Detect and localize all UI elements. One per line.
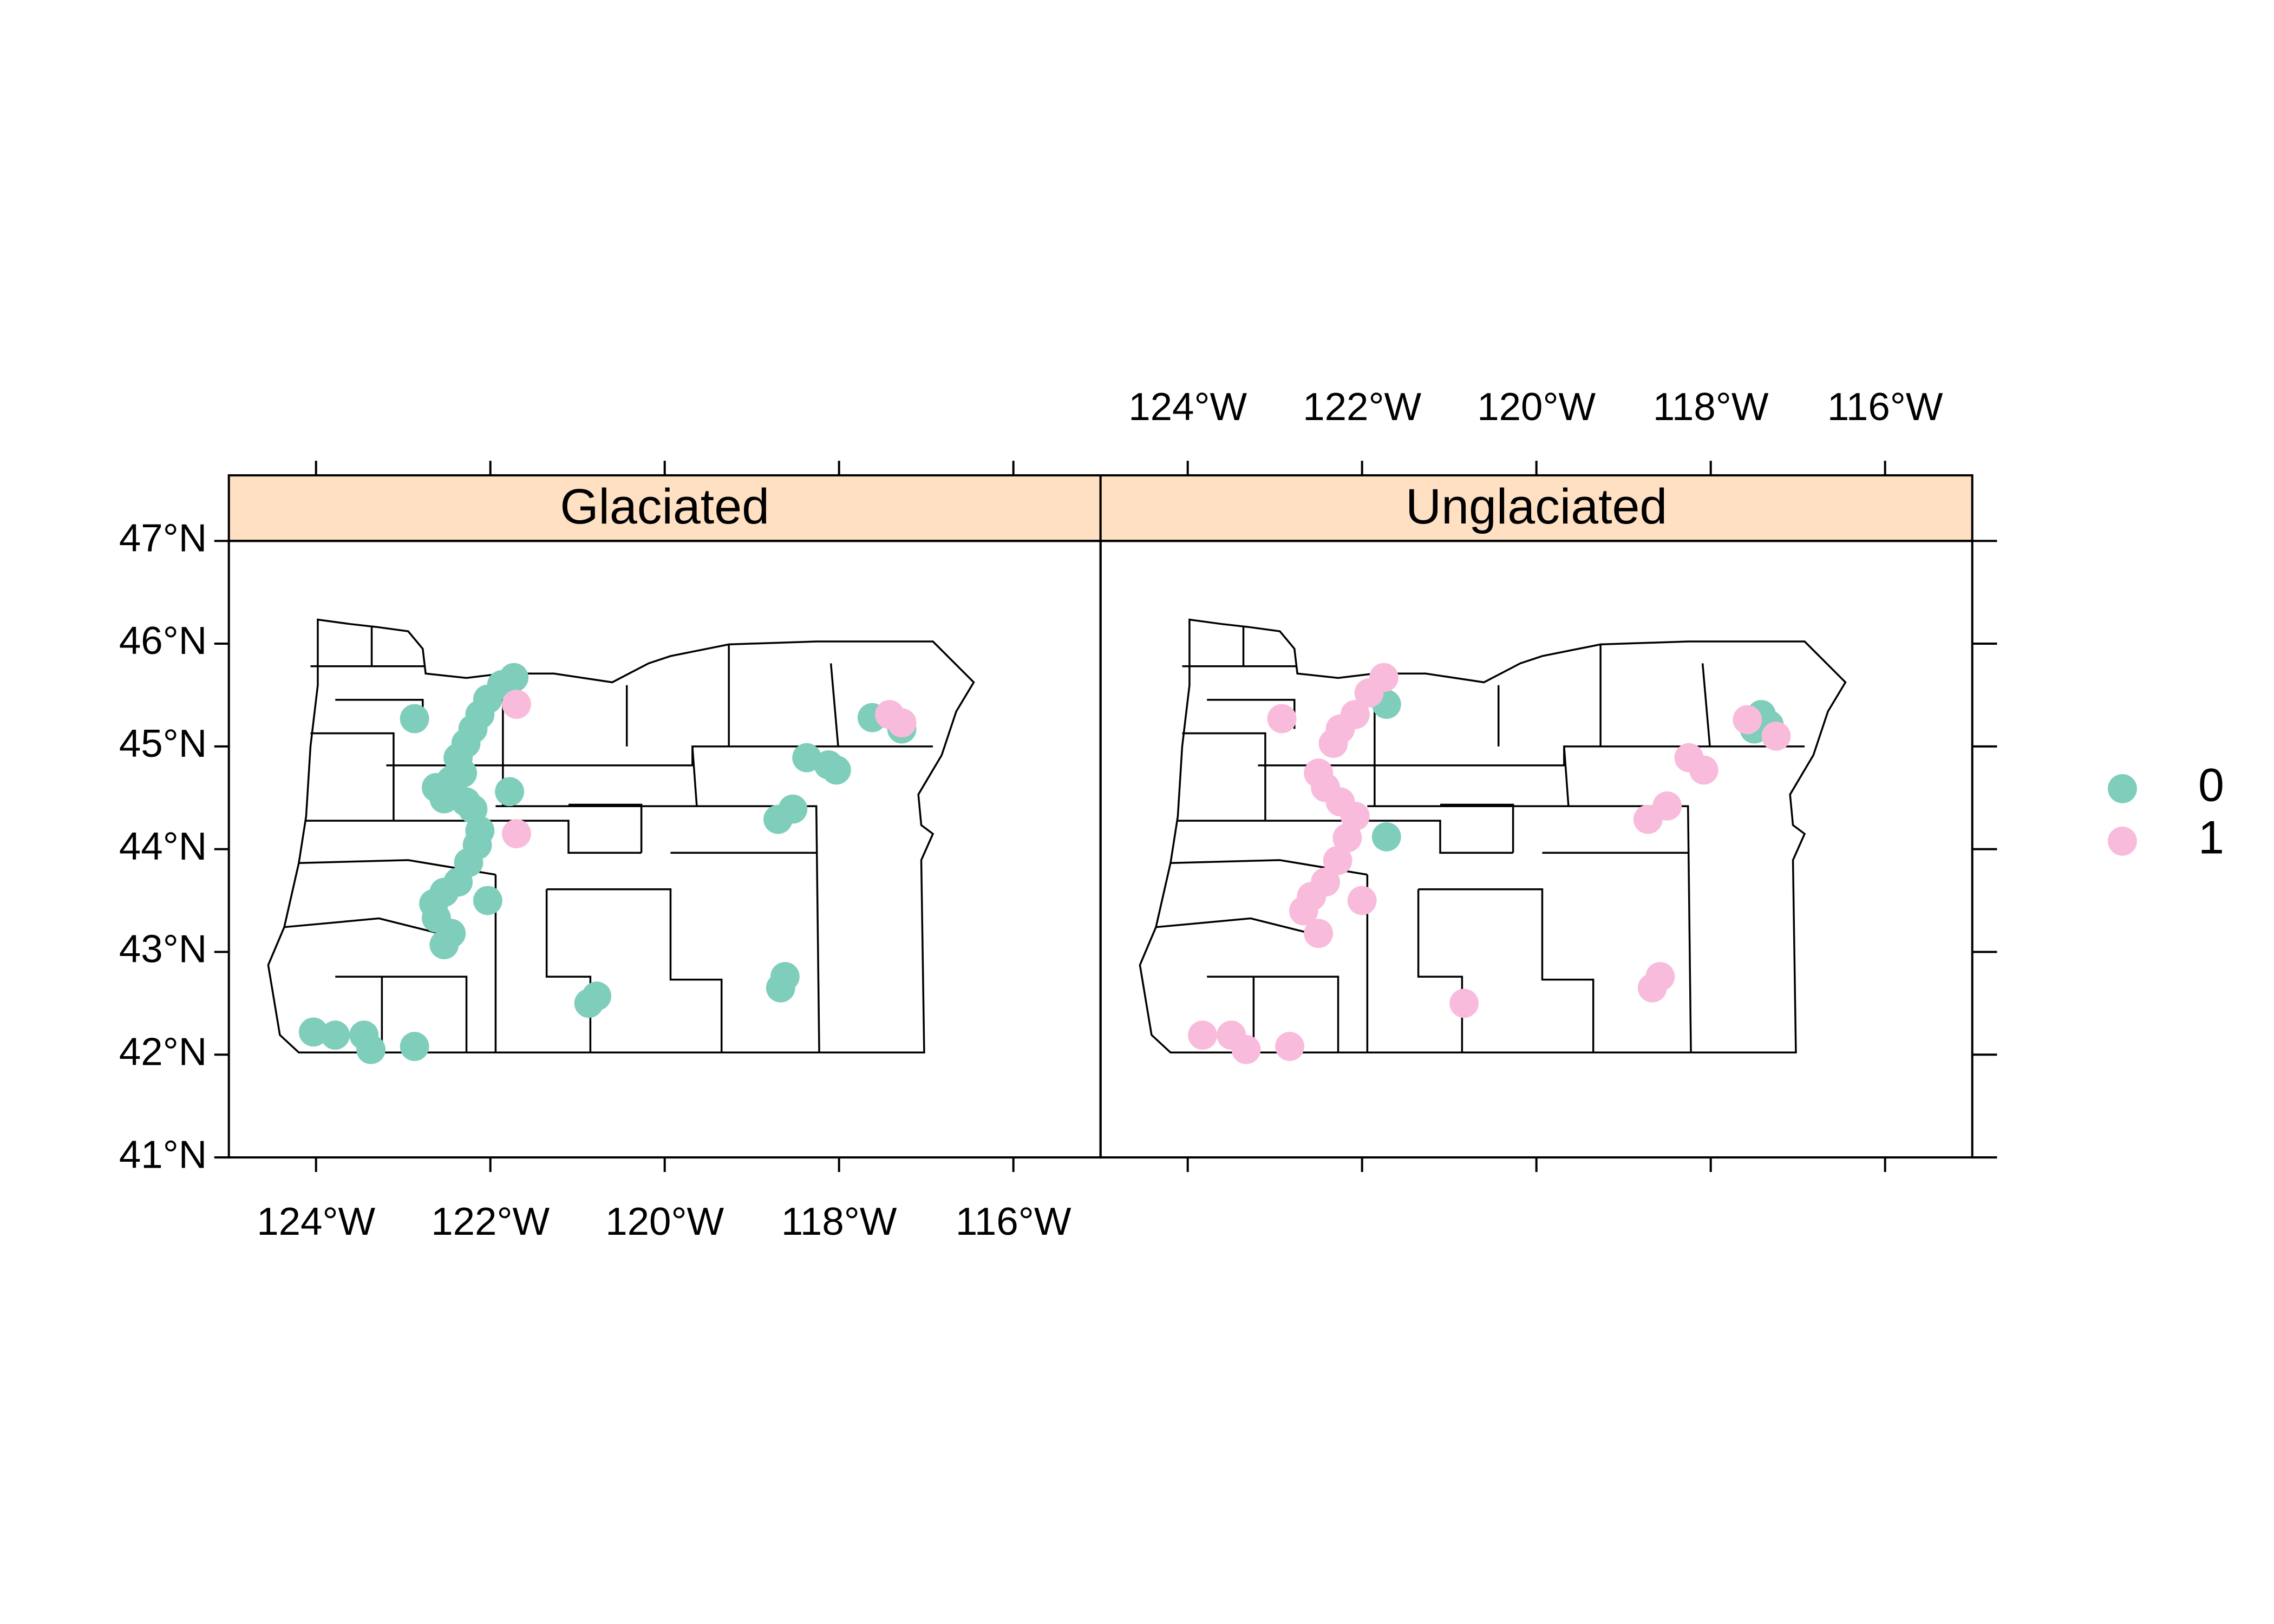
point [1689, 755, 1718, 785]
x-tick-label: 118°W [781, 1200, 897, 1243]
point [1231, 1034, 1261, 1064]
point [1332, 823, 1362, 853]
point [1323, 846, 1352, 875]
point [321, 1020, 350, 1050]
legend-marker [2108, 774, 2137, 803]
strip [1099, 474, 1974, 542]
legend-marker [2108, 826, 2137, 856]
legend-label: 0 [2198, 759, 2224, 811]
y-tick-label: 42°N [119, 1030, 207, 1073]
point [1733, 705, 1762, 735]
point [429, 930, 459, 960]
x-tick-label: 116°W [1827, 385, 1943, 429]
panel [227, 540, 1102, 1159]
point [1188, 1020, 1217, 1050]
point [1347, 886, 1377, 915]
y-tick-label: 41°N [119, 1132, 207, 1176]
legend-label: 1 [2198, 812, 2224, 864]
point [778, 794, 808, 824]
point [1637, 973, 1667, 1003]
point [495, 777, 525, 807]
point [1371, 822, 1401, 852]
point [887, 708, 917, 738]
x-tick-label: 122°W [431, 1200, 550, 1243]
point [502, 819, 531, 849]
point [582, 981, 612, 1011]
point [766, 973, 795, 1003]
point [400, 704, 429, 734]
point [1304, 919, 1334, 948]
point [356, 1034, 386, 1064]
map-outline [1139, 618, 1847, 1053]
point [473, 886, 502, 915]
point [1449, 988, 1479, 1018]
panel-title: Unglaciated [1406, 479, 1667, 534]
point [1652, 791, 1682, 821]
y-tick-label: 45°N [119, 722, 207, 765]
x-tick-label: 120°W [605, 1200, 724, 1243]
x-tick-label: 124°W [257, 1200, 375, 1243]
x-tick-label: 116°W [956, 1200, 1071, 1243]
map-outline [267, 618, 975, 1053]
point [1318, 729, 1348, 758]
point [1354, 678, 1384, 708]
frame [227, 474, 1974, 1159]
strip [227, 474, 1102, 542]
point [1267, 704, 1297, 734]
point [1275, 1032, 1304, 1062]
y-tick-label: 44°N [119, 824, 207, 868]
x-tick-label: 118°W [1653, 385, 1769, 429]
x-tick-label: 120°W [1477, 385, 1596, 429]
point [502, 690, 531, 719]
panel-title: Glaciated [560, 479, 769, 534]
y-tick-label: 43°N [119, 927, 207, 971]
point [1761, 721, 1791, 751]
x-tick-label: 122°W [1303, 385, 1421, 429]
y-tick-label: 47°N [119, 516, 207, 560]
point [400, 1032, 429, 1062]
x-tick-label: 124°W [1128, 385, 1247, 429]
y-tick-label: 46°N [119, 619, 207, 663]
point [1289, 896, 1318, 926]
point [429, 784, 459, 814]
point [298, 1017, 328, 1047]
panel [1099, 540, 1974, 1159]
point [821, 755, 851, 785]
